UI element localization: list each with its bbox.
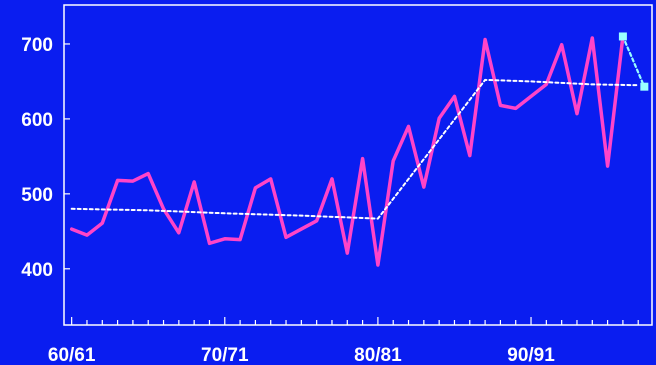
x-tick-label: 70/71 bbox=[201, 345, 249, 365]
x-tick-label: 80/81 bbox=[354, 345, 402, 365]
series-line-trend bbox=[70, 78, 640, 220]
y-tick-label: 600 bbox=[21, 110, 53, 131]
series-line-forecast bbox=[621, 35, 646, 88]
y-tick-label: 700 bbox=[21, 35, 53, 56]
forecast-marker bbox=[618, 32, 627, 41]
x-axis-ticks: 60/61 70/71 80/81 90/91 bbox=[48, 317, 639, 365]
y-tick-label: 400 bbox=[21, 260, 53, 281]
x-tick-label: 90/91 bbox=[507, 345, 555, 365]
series-layer bbox=[69, 32, 649, 267]
y-tick-label: 500 bbox=[21, 185, 53, 206]
y-axis-ticks: 400 500 600 700 bbox=[21, 35, 70, 281]
x-tick-label: 60/61 bbox=[48, 345, 96, 365]
series-line-main bbox=[69, 34, 625, 267]
plot-frame bbox=[63, 4, 653, 326]
forecast-marker bbox=[640, 82, 649, 91]
